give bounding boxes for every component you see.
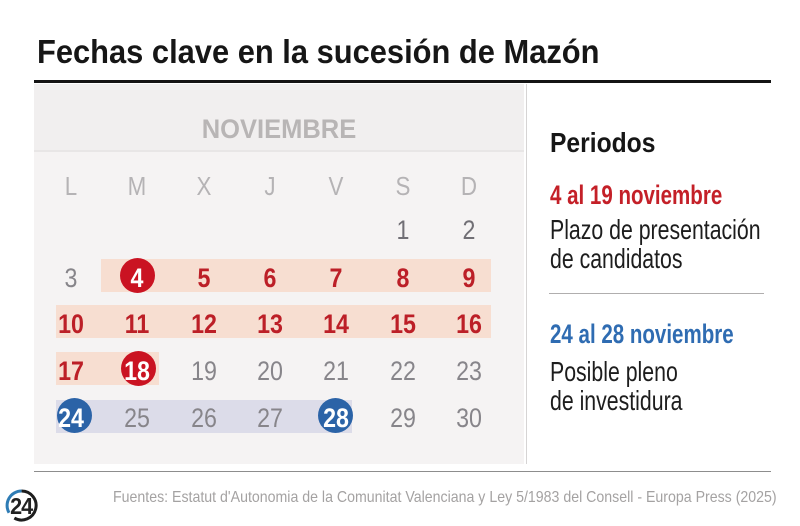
svg-text:24: 24 xyxy=(10,493,34,519)
